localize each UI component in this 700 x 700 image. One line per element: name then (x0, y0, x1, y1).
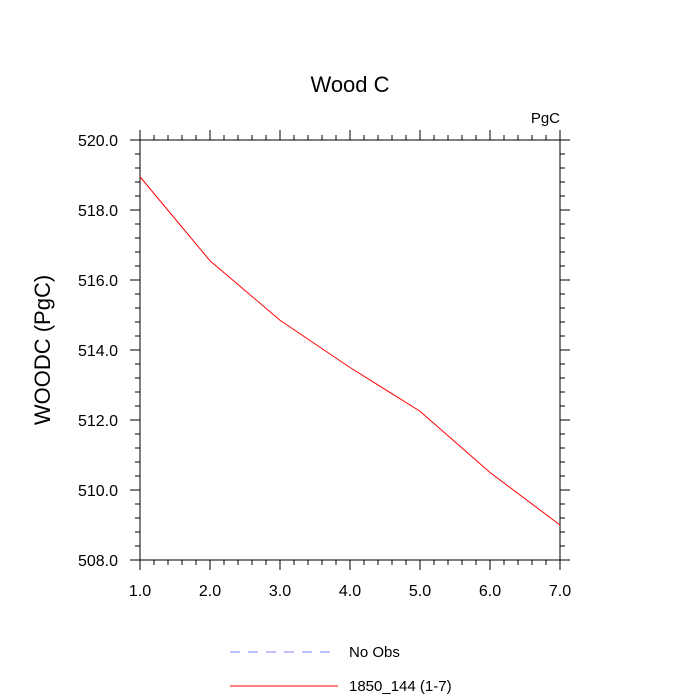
legend-label-1: 1850_144 (1-7) (349, 678, 452, 695)
x-tick-label: 2.0 (199, 583, 221, 600)
y-tick-label: 510.0 (78, 483, 118, 500)
x-tick-label: 1.0 (129, 583, 151, 600)
x-tick-label: 3.0 (269, 583, 291, 600)
x-tick-label: 4.0 (339, 583, 361, 600)
legend: No Obs 1850_144 (1-7) (230, 644, 452, 695)
axis-ticks: 1.0 2.0 3.0 4.0 5.0 6.0 7.0 508.0 510.0 512.0 514.… (78, 130, 571, 600)
y-tick-label: 514.0 (78, 343, 118, 360)
plot-frame (139, 139, 561, 561)
series-layer (139, 176, 561, 526)
y-tick-label: 518.0 (78, 203, 118, 220)
y-tick-label: 508.0 (78, 553, 118, 570)
chart-title: Wood C (310, 72, 389, 97)
legend-label-0: No Obs (349, 644, 400, 661)
y-axis-label: WOODC (PgC) (30, 275, 55, 425)
series-line-1 (139, 176, 561, 526)
x-tick-label: 6.0 (479, 583, 501, 600)
x-tick-label: 5.0 (409, 583, 431, 600)
y-tick-label: 520.0 (78, 133, 118, 150)
y-tick-label: 516.0 (78, 273, 118, 290)
x-tick-label: 7.0 (549, 583, 571, 600)
y-tick-label: 512.0 (78, 413, 118, 430)
units-label: PgC (531, 110, 560, 127)
